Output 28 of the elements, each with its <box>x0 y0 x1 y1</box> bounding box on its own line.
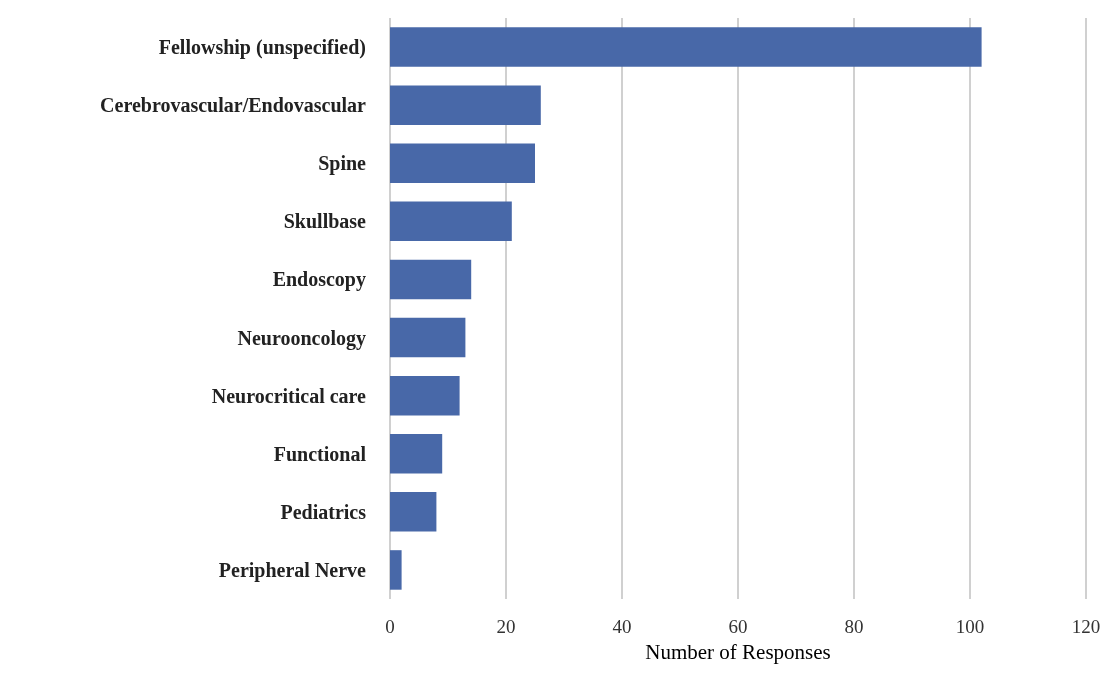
bar <box>390 27 982 67</box>
y-tick-label: Neurocritical care <box>211 384 367 407</box>
bar <box>390 143 535 183</box>
x-tick-label: 0 <box>385 616 395 637</box>
x-tick-label: 60 <box>728 616 748 637</box>
x-tick-label: 40 <box>612 616 632 637</box>
bar <box>390 317 466 358</box>
bar <box>390 259 472 300</box>
bar <box>390 201 512 242</box>
bar <box>390 85 541 125</box>
y-tick-label: Functional <box>273 442 367 465</box>
bar <box>390 434 443 474</box>
bar <box>390 492 437 532</box>
x-tick-label: 20 <box>496 616 516 637</box>
y-tick-label: Skullbase <box>283 210 367 233</box>
bar <box>390 550 402 590</box>
x-tick-label: 100 <box>955 616 985 637</box>
y-tick-label: Neurooncology <box>237 326 366 350</box>
x-tick-label: 80 <box>844 616 864 637</box>
x-tick-label: 120 <box>1071 616 1101 637</box>
y-tick-label: Peripheral Nerve <box>218 558 367 582</box>
y-tick-label: Spine <box>318 152 367 176</box>
y-tick-label: Pediatrics <box>280 500 367 523</box>
y-tick-label: Endoscopy <box>272 268 366 292</box>
x-axis-title: Number of Responses <box>645 639 831 664</box>
y-tick-label: Cerebrovascular/Endovascular <box>100 94 367 117</box>
y-tick-label: Fellowship (unspecified) <box>158 36 366 60</box>
bar <box>390 375 460 416</box>
